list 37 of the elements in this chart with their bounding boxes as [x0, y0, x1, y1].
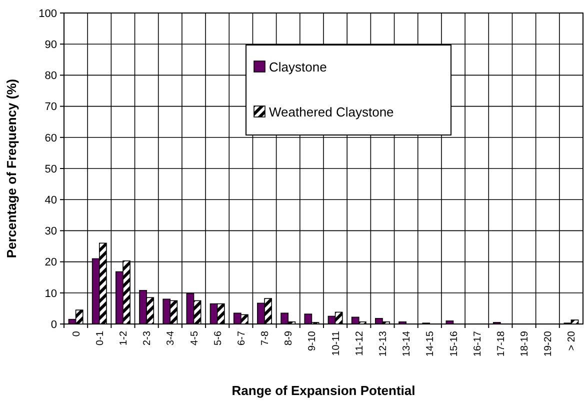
y-tick-label: 0 [50, 318, 57, 331]
x-tick-label: 15-16 [448, 330, 460, 357]
x-tick-label: 3-4 [166, 330, 177, 346]
y-tick-label: 60 [44, 132, 57, 144]
x-tick-label: 14-15 [425, 330, 436, 357]
x-tick-label: 5-6 [212, 330, 224, 346]
y-tick-label: 90 [44, 38, 57, 51]
x-tick-label: > 20 [566, 330, 578, 351]
x-tick-label: 17-18 [496, 330, 507, 357]
x-axis-title: Range of Expansion Potential [232, 383, 416, 398]
x-tick-label: 2-3 [142, 330, 154, 346]
y-tick-label: 20 [44, 256, 57, 269]
x-tick-label: 4-5 [189, 330, 200, 346]
x-tick-label: 9-10 [307, 330, 318, 352]
y-tick-label: 30 [44, 226, 57, 238]
x-tick-label: 11-12 [354, 330, 366, 356]
y-axis-title: Percentage of Frequency (%) [4, 78, 19, 258]
y-tick-label: 50 [44, 163, 57, 176]
x-tick-label: 6-7 [236, 330, 248, 346]
y-tick-label: 40 [44, 194, 57, 206]
y-tick-label: 100 [38, 8, 57, 20]
x-tick-label: 0 [71, 330, 82, 337]
y-tick-label: 80 [44, 70, 57, 82]
x-tick-label: 19-20 [543, 330, 554, 357]
x-tick-label: 0-1 [94, 330, 106, 346]
x-tick-label: 1-2 [118, 330, 130, 346]
legend-label: Weathered Claystone [269, 104, 394, 120]
x-tick-label: 12-13 [378, 330, 389, 357]
legend-label: Claystone [269, 60, 327, 75]
y-tick-label: 70 [44, 101, 57, 114]
x-tick-label: 13-14 [402, 330, 413, 357]
x-tick-label: 18-19 [520, 330, 531, 357]
x-tick-label: 16-17 [472, 330, 484, 357]
y-tick-label: 10 [44, 288, 57, 300]
x-tick-label: 10-11 [330, 330, 342, 356]
x-tick-label: 8-9 [284, 330, 295, 346]
x-tick-label: 7-8 [260, 330, 272, 346]
